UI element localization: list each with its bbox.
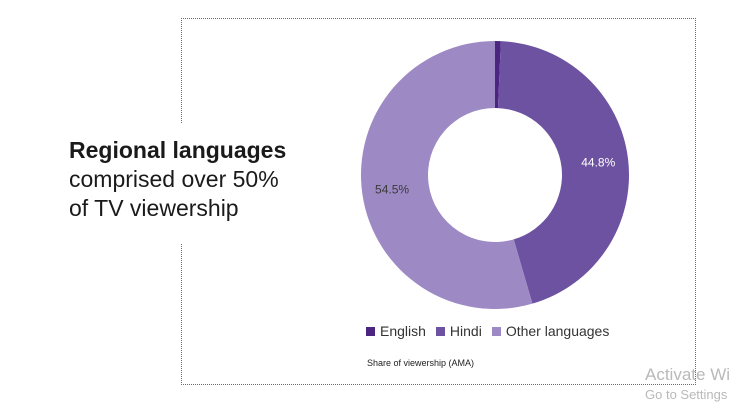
headline: Regional languages comprised over 50% of… bbox=[69, 136, 329, 223]
watermark-line-1: Activate Wi bbox=[645, 365, 731, 384]
donut-slice-english bbox=[495, 41, 501, 109]
legend-swatch-other bbox=[491, 326, 501, 336]
legend-label-english: English bbox=[380, 323, 426, 339]
legend-item-hindi: Hindi bbox=[435, 323, 482, 339]
headline-line-2: of TV viewership bbox=[69, 195, 239, 221]
legend-swatch-hindi bbox=[435, 326, 445, 336]
data-label-hindi: 44.8% bbox=[581, 156, 615, 170]
legend-item-english: English bbox=[366, 323, 426, 339]
donut-slice-other bbox=[360, 41, 533, 309]
legend-swatch-english bbox=[366, 326, 375, 336]
activation-watermark: Activate Wi Go to Settings bbox=[645, 364, 730, 404]
data-label-other: 54.5% bbox=[375, 183, 409, 197]
frame-gap bbox=[176, 123, 188, 243]
chart-caption: Share of viewership (AMA) bbox=[367, 358, 475, 368]
donut-slice-hindi bbox=[497, 41, 629, 304]
headline-bold: Regional languages bbox=[69, 137, 287, 163]
watermark-line-2: Go to Settings bbox=[645, 387, 728, 402]
legend-label-other: Other languages bbox=[505, 323, 610, 339]
legend: English Hindi Other languages bbox=[366, 323, 619, 339]
legend-item-other: Other languages bbox=[491, 323, 610, 339]
headline-line-1: comprised over 50% bbox=[69, 166, 279, 192]
donut-chart: 0.7%44.8%54.5% bbox=[360, 41, 629, 309]
legend-label-hindi: Hindi bbox=[449, 323, 482, 339]
